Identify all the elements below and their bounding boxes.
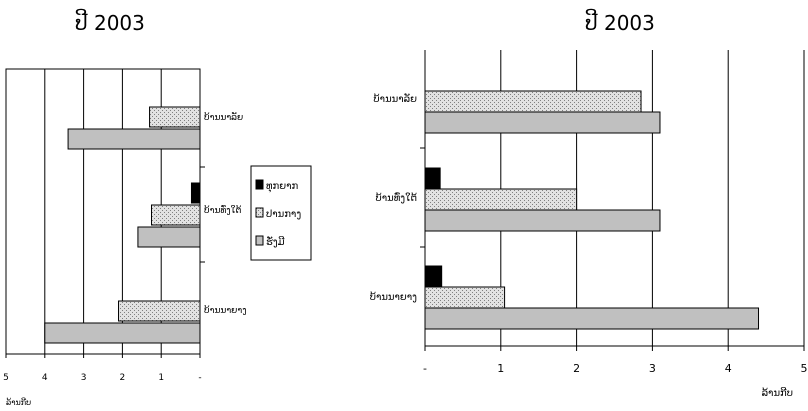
left-tick-label: 5 bbox=[3, 373, 9, 383]
right-tick-label: - bbox=[423, 362, 427, 375]
left-bar-1-1 bbox=[151, 204, 201, 226]
right-bar-2-1 bbox=[424, 209, 661, 232]
left-tick-label: 3 bbox=[81, 373, 87, 383]
left-bar-1-0 bbox=[149, 106, 201, 128]
left-bar-2-2 bbox=[44, 322, 201, 344]
left-bars bbox=[44, 106, 201, 344]
legend-label-2: ຮັ່ງມີ bbox=[266, 235, 285, 248]
legend-label-0: ທຸກຍາກ bbox=[266, 181, 299, 193]
left-x-axis-label: ລ້ານກີບ bbox=[6, 397, 31, 407]
legend-label-1: ປານກາງ bbox=[266, 209, 301, 220]
legend-swatch-2 bbox=[255, 235, 264, 246]
right-bar-0-2 bbox=[424, 265, 443, 288]
left-category-label: ບ້ານນາຍາງ bbox=[204, 305, 247, 316]
left-category-labels: ບ້ານນາລັຍບ້ານທົ່ງໃຕ້ບ້ານນາຍາງ bbox=[204, 112, 247, 316]
right-tick-label: 1 bbox=[497, 362, 504, 375]
right-tick-label: 3 bbox=[649, 362, 656, 375]
right-tick-label: 4 bbox=[725, 362, 732, 375]
left-tick-label: 2 bbox=[120, 373, 126, 383]
right-bar-0-1 bbox=[424, 167, 441, 190]
left-tick-label: 4 bbox=[42, 373, 48, 383]
right-chart-title: ປີ 2003 bbox=[585, 9, 655, 35]
right-category-label: ບ້ານທົ່ງໃຕ້ bbox=[376, 191, 418, 204]
left-chart-title: ປີ 2003 bbox=[75, 9, 145, 35]
right-category-label: ບ້ານນາຍາງ bbox=[370, 291, 417, 303]
legend-swatch-1 bbox=[255, 207, 264, 218]
left-tick-label: 1 bbox=[158, 373, 164, 383]
right-x-ticks: - 1 2 3 4 5 bbox=[423, 346, 808, 375]
right-tick-label: 5 bbox=[801, 362, 808, 375]
left-x-ticks: 5 4 3 2 1 - bbox=[3, 354, 202, 383]
right-bar-2-0 bbox=[424, 111, 661, 134]
left-category-label: ບ້ານທົ່ງໃຕ້ bbox=[204, 205, 242, 216]
left-bar-1-2 bbox=[118, 300, 201, 322]
right-bar-1-0 bbox=[424, 90, 642, 113]
left-category-label: ບ້ານນາລັຍ bbox=[204, 112, 244, 123]
left-tick-label: - bbox=[198, 373, 201, 383]
legend-swatch-0 bbox=[255, 179, 264, 190]
right-bar-2-2 bbox=[424, 307, 760, 330]
right-tick-label: 2 bbox=[573, 362, 580, 375]
left-bar-2-1 bbox=[137, 226, 201, 248]
right-category-labels: ບ້ານນາລັຍບ້ານທົ່ງໃຕ້ບ້ານນາຍາງ bbox=[370, 92, 417, 303]
right-x-axis-label: ລ້ານກີບ bbox=[762, 386, 793, 399]
left-bar-2-0 bbox=[67, 128, 201, 150]
right-category-label: ບ້ານນາລັຍ bbox=[373, 92, 417, 105]
right-bars bbox=[424, 90, 760, 330]
left-bar-0-1 bbox=[190, 182, 201, 204]
right-bar-1-1 bbox=[424, 188, 578, 211]
right-bar-1-2 bbox=[424, 286, 506, 309]
